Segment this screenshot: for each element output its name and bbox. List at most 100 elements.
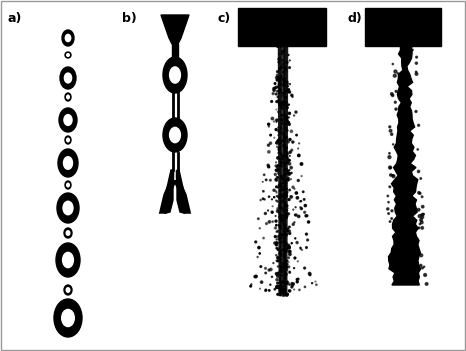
Ellipse shape bbox=[286, 283, 287, 284]
Ellipse shape bbox=[277, 140, 279, 142]
Ellipse shape bbox=[389, 186, 391, 188]
Ellipse shape bbox=[285, 251, 287, 252]
Ellipse shape bbox=[393, 74, 396, 77]
Ellipse shape bbox=[275, 286, 278, 288]
Ellipse shape bbox=[284, 202, 287, 204]
Ellipse shape bbox=[281, 218, 282, 220]
Ellipse shape bbox=[284, 163, 286, 165]
Ellipse shape bbox=[270, 268, 272, 271]
Ellipse shape bbox=[279, 217, 280, 218]
Ellipse shape bbox=[391, 94, 394, 97]
Ellipse shape bbox=[279, 216, 280, 217]
Ellipse shape bbox=[280, 77, 281, 79]
Ellipse shape bbox=[251, 284, 252, 285]
Ellipse shape bbox=[65, 181, 71, 189]
Ellipse shape bbox=[262, 198, 264, 199]
Ellipse shape bbox=[276, 186, 277, 188]
Ellipse shape bbox=[291, 94, 293, 97]
Ellipse shape bbox=[391, 210, 393, 212]
Ellipse shape bbox=[284, 262, 286, 264]
Ellipse shape bbox=[286, 136, 288, 138]
Ellipse shape bbox=[308, 221, 309, 223]
Ellipse shape bbox=[280, 280, 281, 281]
Ellipse shape bbox=[280, 153, 281, 155]
Ellipse shape bbox=[278, 273, 279, 274]
Ellipse shape bbox=[283, 292, 284, 294]
Ellipse shape bbox=[281, 287, 282, 288]
Ellipse shape bbox=[286, 116, 288, 117]
Ellipse shape bbox=[292, 186, 294, 188]
Ellipse shape bbox=[288, 163, 291, 165]
Ellipse shape bbox=[275, 165, 277, 167]
Ellipse shape bbox=[284, 67, 286, 69]
Ellipse shape bbox=[279, 285, 280, 287]
Ellipse shape bbox=[285, 168, 287, 170]
Ellipse shape bbox=[421, 205, 424, 208]
Ellipse shape bbox=[289, 151, 291, 153]
Ellipse shape bbox=[285, 289, 286, 290]
Ellipse shape bbox=[281, 176, 283, 178]
Ellipse shape bbox=[279, 288, 280, 289]
Ellipse shape bbox=[271, 211, 273, 213]
Ellipse shape bbox=[294, 188, 295, 189]
Ellipse shape bbox=[275, 76, 278, 79]
Ellipse shape bbox=[286, 120, 288, 121]
Ellipse shape bbox=[297, 215, 300, 218]
Ellipse shape bbox=[286, 234, 288, 236]
Ellipse shape bbox=[415, 62, 418, 64]
Ellipse shape bbox=[285, 185, 287, 186]
Ellipse shape bbox=[424, 273, 426, 276]
Ellipse shape bbox=[286, 155, 288, 158]
Ellipse shape bbox=[276, 248, 277, 249]
Ellipse shape bbox=[284, 174, 285, 176]
Ellipse shape bbox=[258, 246, 260, 249]
Ellipse shape bbox=[277, 286, 279, 288]
Ellipse shape bbox=[277, 71, 279, 73]
Ellipse shape bbox=[280, 217, 282, 219]
Ellipse shape bbox=[285, 149, 286, 150]
Ellipse shape bbox=[280, 90, 281, 91]
Ellipse shape bbox=[285, 196, 287, 197]
Ellipse shape bbox=[280, 266, 281, 267]
Ellipse shape bbox=[298, 154, 300, 157]
Ellipse shape bbox=[289, 284, 290, 285]
Ellipse shape bbox=[279, 144, 280, 145]
Ellipse shape bbox=[284, 232, 285, 233]
Ellipse shape bbox=[280, 250, 281, 252]
Ellipse shape bbox=[282, 270, 283, 271]
Ellipse shape bbox=[285, 118, 286, 119]
Ellipse shape bbox=[281, 177, 283, 178]
Ellipse shape bbox=[282, 223, 285, 225]
Ellipse shape bbox=[282, 79, 285, 81]
Ellipse shape bbox=[283, 78, 285, 81]
Ellipse shape bbox=[312, 283, 313, 284]
Ellipse shape bbox=[63, 157, 73, 169]
Ellipse shape bbox=[277, 230, 279, 232]
Ellipse shape bbox=[268, 269, 270, 271]
Ellipse shape bbox=[418, 192, 420, 194]
Ellipse shape bbox=[282, 101, 284, 103]
Ellipse shape bbox=[300, 207, 301, 208]
Ellipse shape bbox=[291, 149, 293, 151]
Ellipse shape bbox=[277, 282, 278, 284]
Ellipse shape bbox=[281, 207, 282, 209]
Ellipse shape bbox=[285, 102, 286, 103]
Ellipse shape bbox=[277, 96, 279, 98]
Ellipse shape bbox=[278, 288, 279, 289]
Ellipse shape bbox=[288, 140, 290, 142]
Ellipse shape bbox=[415, 111, 417, 112]
Ellipse shape bbox=[265, 179, 267, 181]
Ellipse shape bbox=[286, 191, 288, 193]
Ellipse shape bbox=[281, 270, 282, 271]
Ellipse shape bbox=[279, 259, 281, 261]
Ellipse shape bbox=[391, 93, 393, 95]
Ellipse shape bbox=[277, 207, 279, 210]
Ellipse shape bbox=[283, 145, 285, 147]
Ellipse shape bbox=[282, 289, 283, 291]
Ellipse shape bbox=[389, 153, 390, 154]
Ellipse shape bbox=[269, 179, 271, 181]
Ellipse shape bbox=[272, 221, 274, 223]
Ellipse shape bbox=[286, 116, 288, 118]
Ellipse shape bbox=[65, 93, 71, 101]
Ellipse shape bbox=[303, 199, 305, 200]
